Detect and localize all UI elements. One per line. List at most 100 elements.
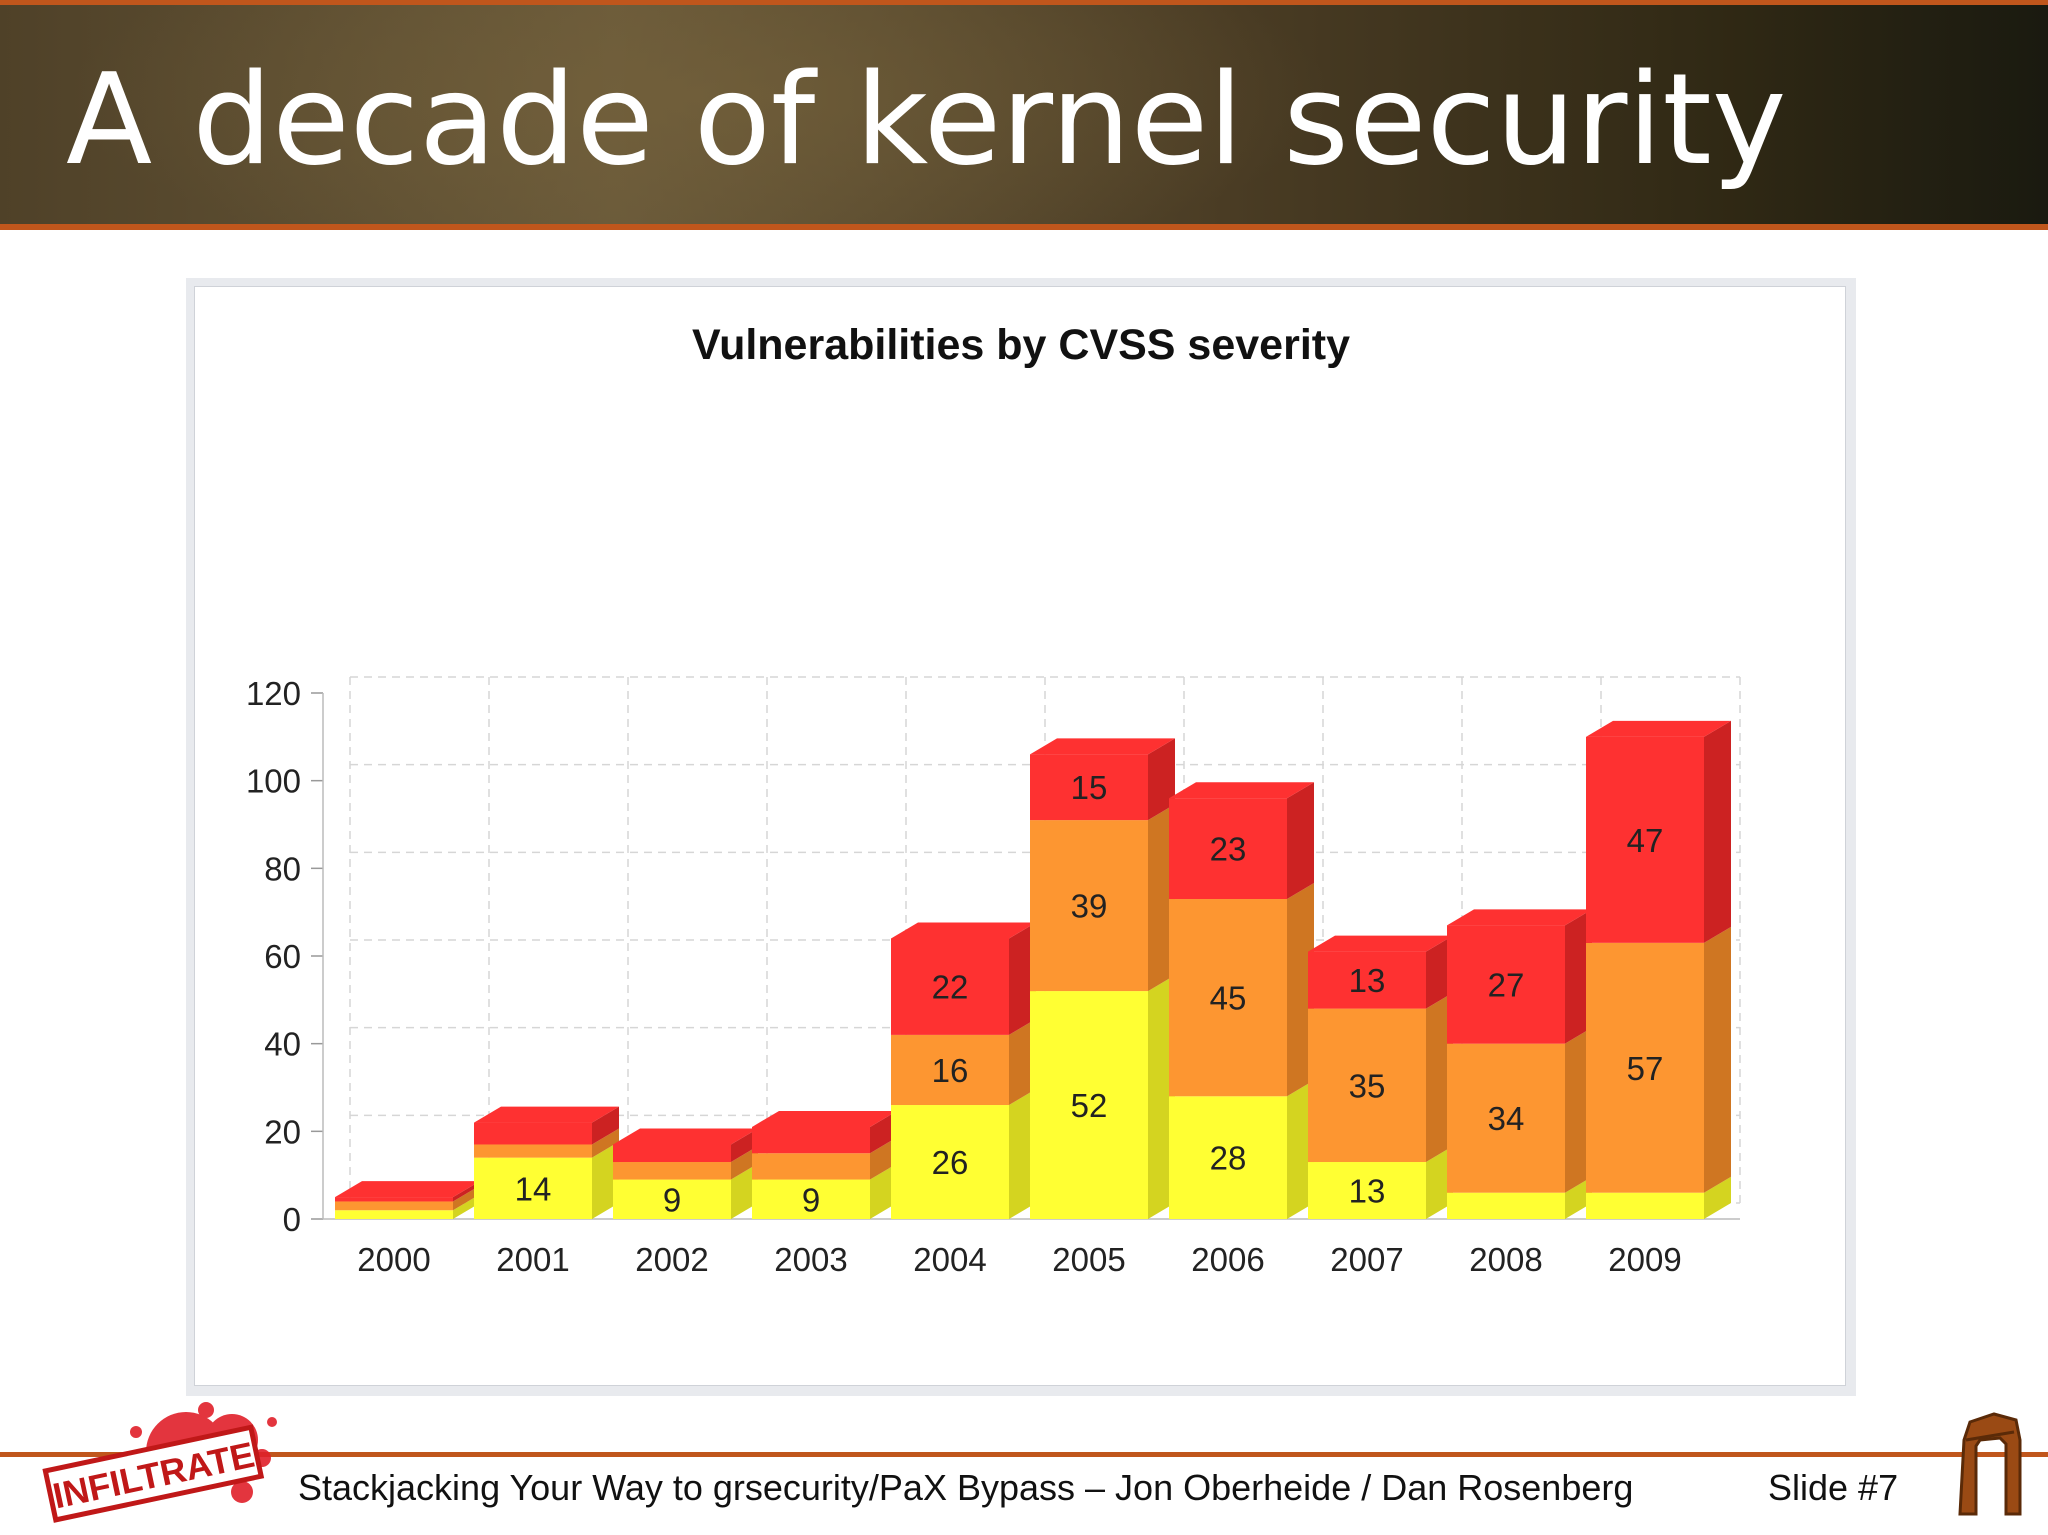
bar-segment-side [1148,804,1175,992]
bar-top-face [1308,935,1453,952]
bar-segment-front [613,1179,731,1219]
data-label: 47 [1627,822,1664,859]
bar-segment-side [1287,883,1314,1097]
bar-segment-side [731,1128,758,1163]
x-tick-label: 2009 [1608,1241,1681,1278]
chart-panel: Vulnerabilities by CVSS severity 0 20 40 60… [194,286,1846,1386]
chart-bars: 14 9 9 26 16 22 52 39 15 28 45 23 13 35 13 34 27 57 47 [335,720,1731,1219]
y-tick-label: 40 [264,1026,301,1063]
data-label: 39 [1071,888,1108,925]
data-label: 57 [1627,1050,1664,1087]
data-label: 52 [1071,1087,1108,1124]
bar-segment-side [870,1110,897,1154]
y-tick-label: 100 [246,763,301,800]
bar-top-face [1169,782,1314,799]
bar-segment-front [1169,798,1287,900]
x-tick-label: 2008 [1469,1241,1542,1278]
bar-segment-front [1586,1192,1704,1219]
bar-segment-front [891,1034,1009,1106]
chart-title: Vulnerabilities by CVSS severity [692,321,1350,369]
data-label: 45 [1210,980,1247,1017]
bar-segment-front [1030,991,1148,1219]
data-label: 26 [932,1144,969,1181]
bar-segment-side [1704,720,1731,943]
bar-segment-side [1009,1018,1036,1106]
x-tick-label: 2007 [1330,1241,1403,1278]
bar-segment-side [1426,1146,1453,1219]
data-label: 15 [1071,769,1108,806]
bar-segment-front [613,1144,731,1163]
bar-segment-front [752,1179,870,1219]
bar-top-face [613,1128,758,1145]
y-tick-label: 20 [264,1113,301,1150]
bar-segment-front [474,1122,592,1145]
bar-segment-side [592,1128,619,1158]
data-label: 14 [515,1170,552,1207]
slide-number: Slide #7 [1768,1467,1899,1508]
bar-segment-front [335,1210,453,1219]
bar-top-face [1586,720,1731,737]
bar-segment-front [1447,1043,1565,1193]
bar-segment-side [1148,975,1175,1219]
bar-segment-side [1565,1176,1592,1219]
bar-segment-front [474,1144,592,1158]
bar-segment-side [1426,992,1453,1163]
slide-title: A decade of kernel security [66,46,1787,193]
logo-label-box [42,1424,265,1523]
bar-segment-front [1447,1192,1565,1219]
bar-segment-front [752,1126,870,1154]
bar-segment-side [1009,922,1036,1035]
slide-header: A decade of kernel security [0,0,2048,230]
data-label: 9 [663,1181,681,1218]
bar-top-face [752,1110,897,1127]
x-tick-label: 2005 [1052,1241,1125,1278]
bar-segment-front [1308,1162,1426,1219]
data-label: 34 [1488,1100,1525,1137]
bar-segment-side [453,1194,480,1219]
bar-segment-front [1586,942,1704,1193]
data-label: 13 [1349,1173,1386,1210]
bar-segment-side [1148,738,1175,821]
bar-segment-front [1169,899,1287,1097]
y-tick-label: 80 [264,850,301,887]
data-label: 23 [1210,831,1247,868]
bar-segment-side [1287,782,1314,900]
bar-segment-front [1308,1008,1426,1163]
bar-top-face [335,1181,480,1198]
bar-segment-front [335,1197,453,1202]
bar-segment-side [870,1137,897,1180]
bar-segment-side [870,1163,897,1219]
bar-segment-side [731,1146,758,1180]
bar-segment-side [453,1185,480,1211]
bar-segment-side [592,1141,619,1219]
bar-segment-side [1009,1089,1036,1219]
footer-text: Stackjacking Your Way to grsecurity/PaX … [298,1467,1634,1508]
bar-segment-front [1030,754,1148,821]
x-tick-label: 2006 [1191,1241,1264,1278]
infiltrate-logo: INFILTRATE [42,1402,277,1523]
stacked-bar-chart: Vulnerabilities by CVSS severity 0 20 40 60… [246,321,1741,1278]
bar-segment-side [1287,1080,1314,1219]
bar-segment-front [474,1157,592,1219]
bar-segment-side [1565,1027,1592,1193]
data-label: 27 [1488,966,1525,1003]
bar-segment-front [1308,951,1426,1009]
bar-segment-front [1169,1096,1287,1219]
bar-segment-side [592,1106,619,1145]
x-tick-label: 2002 [635,1241,708,1278]
bar-segment-front [1030,820,1148,992]
data-label: 35 [1349,1067,1386,1104]
stone-arch-icon [1958,1412,2022,1516]
bar-segment-side [1704,926,1731,1193]
bar-top-face [474,1106,619,1123]
bar-top-face [891,922,1036,939]
bar-segment-side [453,1181,480,1202]
bar-top-face [1447,909,1592,926]
bar-segment-front [891,1105,1009,1219]
data-label: 13 [1349,962,1386,999]
data-label: 9 [802,1181,820,1218]
y-tick-label: 60 [264,938,301,975]
bar-segment-front [613,1162,731,1180]
bar-segment-front [752,1153,870,1180]
x-tick-label: 2004 [913,1241,986,1278]
